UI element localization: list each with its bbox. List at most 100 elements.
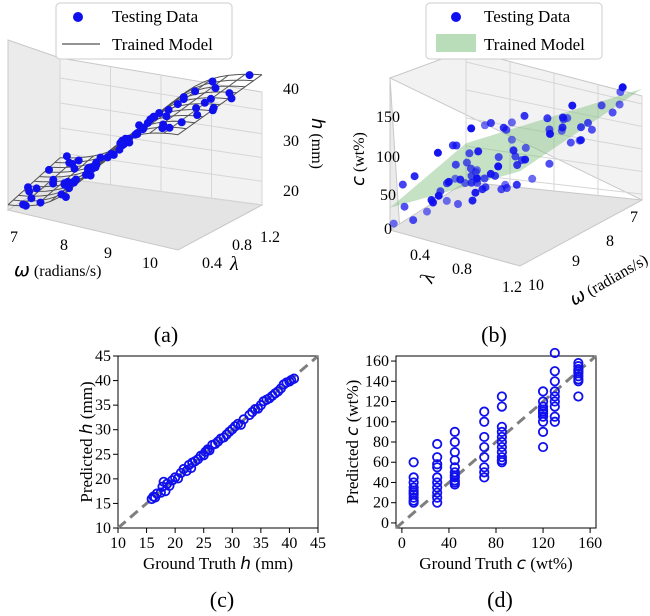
z-axis-label-a: h (mm) [307, 118, 328, 169]
data-point [137, 124, 146, 133]
data-point [82, 170, 90, 179]
data-point [432, 462, 443, 473]
data-point [549, 391, 560, 402]
data-point [587, 125, 596, 134]
data-point [429, 198, 437, 207]
data-point [537, 411, 549, 422]
x-tick-label: 40 [281, 535, 297, 552]
x-axis-label-d: Ground Truth c (wt%) [419, 554, 572, 574]
data-point [408, 497, 419, 508]
data-points-d [408, 347, 584, 508]
data-point [227, 424, 238, 435]
data-point [165, 123, 174, 132]
data-point [423, 207, 431, 216]
panel-b-3d-plot: 150 100 50 0 0.4 0.8 1.2 10 9 8 7 c (wt%… [348, 2, 650, 310]
data-point [74, 156, 83, 165]
data-point [96, 153, 105, 162]
x-ticks-a: 7 8 9 10 [10, 229, 158, 272]
legend-label-model-a: Trained Model [112, 35, 213, 54]
data-point [449, 479, 460, 490]
x-tick-label: 40 [441, 535, 457, 552]
data-point [432, 492, 443, 503]
grid-line [59, 127, 263, 158]
data-point [480, 121, 489, 130]
data-point [545, 159, 554, 168]
data-point [549, 416, 560, 427]
data-point [432, 452, 443, 463]
x-axis-label-a: ω (radians/s) [14, 259, 101, 281]
data-point [573, 376, 584, 387]
data-point [537, 401, 549, 412]
x-tick-a-1: 8 [60, 237, 68, 254]
x-tick-label: 35 [253, 535, 269, 552]
data-point [496, 452, 507, 463]
z-tick-b-2: 50 [380, 187, 396, 204]
x-tick-label: 0 [398, 535, 406, 552]
data-point [408, 457, 419, 468]
x-tick-label: 20 [167, 535, 183, 552]
data-point [496, 401, 507, 412]
data-point [507, 118, 516, 127]
data-point [218, 432, 229, 443]
data-point [597, 101, 606, 110]
data-point [486, 119, 495, 127]
y-tick-label: 20 [373, 495, 389, 512]
panel-a-3d-plot: 7 8 9 10 0.4 0.8 1.2 40 30 20 ω (radians… [6, 2, 328, 281]
data-point [566, 138, 575, 147]
x-tick-label: 25 [196, 535, 212, 552]
data-point [494, 153, 503, 162]
data-point [177, 118, 186, 127]
x-tick-label: 15 [139, 535, 155, 552]
data-point [451, 174, 460, 183]
data-point [210, 438, 221, 450]
data-point [193, 111, 202, 119]
y-tick-a-0: 0.4 [202, 255, 222, 272]
data-point [167, 475, 178, 486]
data-point [408, 492, 419, 503]
data-point [408, 472, 419, 483]
data-point [462, 158, 471, 167]
data-point [549, 401, 560, 412]
data-point [62, 152, 71, 161]
data-point [545, 125, 554, 134]
data-point [577, 123, 585, 132]
legend-marker-model-b [436, 34, 476, 52]
x-tick-a-0: 7 [10, 229, 18, 246]
data-point [200, 98, 209, 107]
data-point [511, 152, 520, 161]
x-tick-label: 80 [488, 535, 504, 552]
x-tick-label: 120 [531, 535, 555, 552]
legend-marker-testing-a [73, 12, 83, 22]
data-point [107, 149, 116, 158]
data-point [230, 421, 241, 432]
data-point [49, 179, 58, 188]
data-point [87, 163, 96, 172]
y-tick-label: 20 [95, 471, 111, 488]
data-point [537, 416, 549, 427]
data-point [496, 391, 507, 402]
data-point [512, 180, 521, 189]
data-point [155, 487, 166, 498]
data-point [272, 386, 284, 397]
data-point [264, 393, 275, 404]
data-point [442, 196, 451, 205]
y-tick-label: 15 [95, 495, 111, 512]
data-point [192, 104, 201, 113]
data-point [509, 146, 518, 155]
y-tick-a-1: 0.8 [232, 237, 252, 254]
y-axis-label-a: λ [229, 253, 239, 275]
z-tick-a-1: 30 [283, 133, 299, 150]
testing-data-points-a [19, 71, 254, 210]
data-point [486, 169, 495, 178]
data-point [124, 134, 133, 143]
z-tick-b-1: 100 [376, 149, 400, 166]
data-point [24, 183, 32, 192]
legend-box-a [55, 2, 233, 60]
data-point [480, 174, 489, 183]
x-axis-label-c: Ground Truth h (mm) [143, 554, 293, 574]
data-point [244, 409, 255, 421]
data-point [549, 411, 560, 422]
data-point [543, 114, 552, 123]
y-axis-label-c: Predicted h (mm) [77, 381, 97, 502]
